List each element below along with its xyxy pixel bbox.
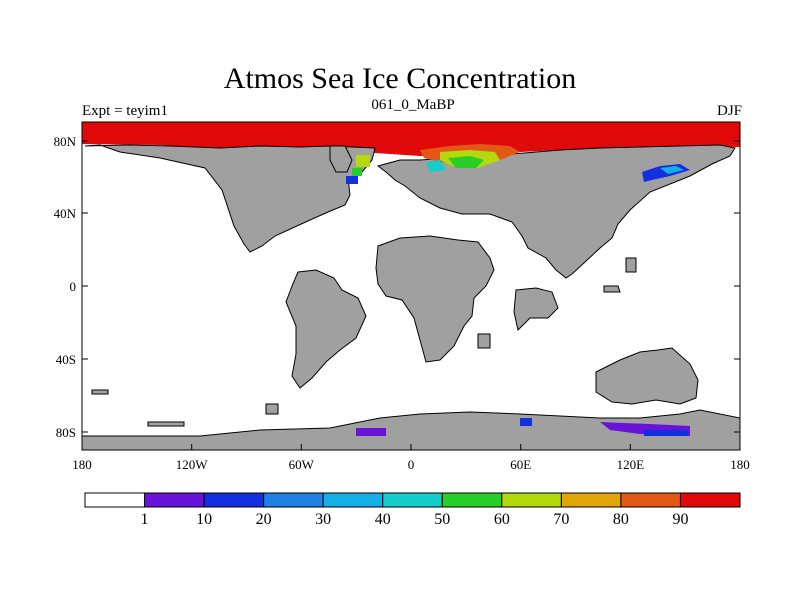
colorbar-segment xyxy=(501,492,562,508)
sea-ice-patch xyxy=(448,156,484,168)
x-tick-label: 0 xyxy=(408,457,415,472)
sea-ice-patch xyxy=(520,418,532,426)
x-tick-label: 60E xyxy=(510,457,531,472)
y-tick-label: 40S xyxy=(56,352,76,367)
colorbar-label: 50 xyxy=(434,511,450,528)
colorbar-label: 20 xyxy=(256,511,272,528)
indian-subcontinent-landmass xyxy=(513,287,559,331)
africa-landmass xyxy=(375,235,495,363)
colorbar: 1 10 20 30 40 50 60 70 80 90 xyxy=(84,492,741,528)
south-america-landmass xyxy=(285,269,367,389)
colorbar-label: 10 xyxy=(196,511,212,528)
sea-ice-patch xyxy=(660,166,684,174)
y-tick-label: 80N xyxy=(54,134,77,149)
island-landmass xyxy=(147,421,185,427)
colorbar-segment xyxy=(263,492,324,508)
x-tick-label: 180 xyxy=(730,457,750,472)
y-tick-label: 0 xyxy=(70,279,77,294)
island-landmass xyxy=(625,257,637,273)
period-label: 061_0_MaBP xyxy=(371,97,455,113)
sea-ice-patch xyxy=(426,160,446,172)
x-tick-label: 60W xyxy=(289,457,315,472)
colorbar-segment xyxy=(84,492,146,508)
colorbar-label: 40 xyxy=(375,511,391,528)
colorbar-segment xyxy=(679,492,741,508)
y-tick-label: 80S xyxy=(56,425,76,440)
y-axis: 80N 40N 0 40S 80S xyxy=(54,134,740,440)
island-landmass xyxy=(477,333,491,349)
island-landmass xyxy=(265,403,279,415)
sea-ice-patch xyxy=(356,428,386,436)
colorbar-segment xyxy=(382,492,443,508)
island-landmass xyxy=(603,285,621,293)
colorbar-segment xyxy=(322,492,384,508)
arctic-ice-band xyxy=(82,122,740,144)
season-label: DJF xyxy=(716,103,742,119)
map-title: Atmos Sea Ice Concentration xyxy=(223,62,577,95)
colorbar-label: 90 xyxy=(672,511,688,528)
colorbar-segment xyxy=(144,492,205,508)
colorbar-label: 30 xyxy=(315,511,331,528)
x-tick-label: 120E xyxy=(617,457,645,472)
y-tick-label: 40N xyxy=(54,206,77,221)
colorbar-segment xyxy=(441,492,503,508)
colorbar-segment xyxy=(620,492,681,508)
colorbar-label: 1 xyxy=(141,511,149,528)
island-landmass xyxy=(91,389,109,395)
colorbar-segment xyxy=(203,492,265,508)
colorbar-label: 80 xyxy=(613,511,629,528)
x-tick-label: 120W xyxy=(176,457,209,472)
sea-ice-patch xyxy=(356,155,370,167)
colorbar-label: 70 xyxy=(553,511,569,528)
australia-landmass xyxy=(595,347,699,405)
greenland-landmass xyxy=(329,145,353,173)
sea-ice-patch xyxy=(644,430,688,436)
colorbar-segment xyxy=(560,492,622,508)
x-tick-label: 180 xyxy=(72,457,92,472)
sea-ice-patch xyxy=(346,176,358,184)
north-america-landmass xyxy=(84,144,376,253)
x-axis: 180 120W 60W 0 60E 120E 180 xyxy=(72,444,750,472)
colorbar-label: 60 xyxy=(494,511,510,528)
experiment-label: Expt = teyim1 xyxy=(82,103,168,119)
sea-ice-patch xyxy=(352,168,362,176)
